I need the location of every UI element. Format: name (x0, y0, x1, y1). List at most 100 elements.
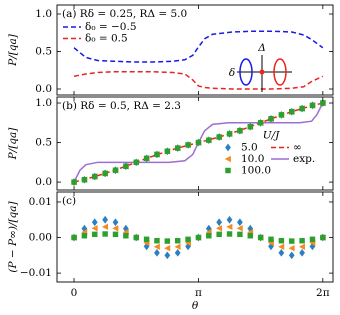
marker (215, 225, 223, 232)
marker (92, 173, 98, 180)
marker (174, 243, 181, 250)
marker (164, 245, 171, 252)
marker (112, 167, 119, 173)
marker (102, 231, 108, 237)
marker (216, 218, 223, 227)
inset-label: δ (229, 67, 235, 79)
marker (237, 218, 243, 227)
y-axis-label: P/[qa] (7, 127, 19, 161)
marker (226, 131, 233, 137)
marker (102, 170, 108, 177)
marker (91, 225, 98, 232)
y-axis-label: P/[qa] (7, 33, 19, 67)
legend-label: exp. (293, 153, 315, 165)
axes-frame (56, 96, 334, 191)
marker (174, 248, 181, 257)
marker (257, 120, 264, 126)
y-tick-label: 0.5 (35, 137, 52, 149)
marker (154, 238, 160, 244)
marker (164, 148, 171, 154)
marker (309, 236, 316, 243)
marker (81, 176, 88, 183)
marker (133, 234, 139, 241)
inset-center (259, 69, 265, 75)
marker (247, 124, 253, 130)
marker (112, 218, 119, 227)
y-tick-label: 0.0 (35, 83, 52, 95)
marker (71, 234, 77, 241)
marker (278, 248, 285, 257)
marker (164, 238, 171, 244)
panel: 0.0 0.5 1.0 P/[qa] (b) Rδ = 0.5, RΔ = 2.3 U/J… (7, 96, 334, 191)
series-line (73, 30, 324, 63)
inset-label: Δ (257, 42, 266, 54)
legend-marker (224, 155, 231, 163)
marker (81, 233, 88, 239)
y-tick-label: 0.00 (29, 232, 52, 244)
marker (112, 231, 119, 238)
marker (237, 231, 243, 238)
inset-ellipse (239, 58, 253, 86)
legend-label: ∞ (293, 142, 302, 154)
marker (71, 179, 77, 185)
panel: 0.00.51.0P/[qa](a) Rδ = 0.25, RΔ = 5.0δ₀… (7, 4, 334, 96)
y-tick-label: 1.0 (35, 97, 52, 109)
marker (216, 134, 222, 140)
marker (299, 248, 305, 257)
marker (206, 233, 212, 239)
marker (174, 145, 181, 151)
panel: −0.01 0.00 0.01 0 π 2π (P − P∞)/[qa] θ (c) (7, 191, 334, 312)
marker (226, 231, 233, 237)
marker (195, 139, 202, 146)
marker (247, 233, 253, 239)
marker (143, 155, 150, 162)
marker (236, 225, 243, 232)
y-tick-label: 0.5 (35, 46, 52, 58)
marker (91, 218, 98, 227)
legend-label: δ₀ = 0.5 (85, 33, 128, 45)
y-tick-label: −0.01 (20, 267, 52, 279)
marker (237, 127, 243, 134)
marker (154, 151, 160, 158)
inset-diagram: Δ δ (229, 42, 292, 92)
marker (268, 236, 274, 243)
marker (185, 236, 191, 243)
marker (92, 231, 98, 238)
inset-ellipse (273, 58, 287, 86)
marker (195, 234, 202, 241)
marker (320, 100, 326, 106)
marker (133, 159, 139, 166)
marker (206, 137, 212, 143)
panel-annotation: (b) Rδ = 0.5, RΔ = 2.3 (62, 100, 181, 112)
marker (101, 223, 109, 231)
marker (112, 225, 119, 232)
marker (216, 231, 222, 238)
marker (288, 245, 295, 252)
series-line (73, 71, 324, 90)
marker (299, 238, 305, 244)
axes-frame (56, 191, 334, 283)
x-tick-label: π (195, 287, 202, 299)
marker (123, 163, 129, 169)
legend-marker (225, 167, 231, 174)
marker (164, 251, 171, 260)
marker (257, 234, 264, 241)
marker (289, 238, 295, 244)
marker (123, 233, 129, 239)
marker (143, 236, 150, 243)
legend-label: δ₀ = −0.5 (85, 21, 137, 33)
marker (320, 234, 326, 241)
legend-label: 10.0 (241, 153, 264, 165)
legend-title: U/J (263, 130, 280, 142)
marker (289, 108, 295, 115)
y-tick-label: 0.01 (29, 196, 52, 208)
legend-label: 5.0 (241, 142, 258, 154)
marker (226, 215, 233, 224)
y-axis-label: (P − P∞)/[qa] (7, 200, 19, 272)
x-axis-label: θ (192, 300, 199, 312)
legend-marker (225, 143, 231, 152)
marker (154, 248, 160, 257)
marker (185, 142, 191, 148)
marker (309, 102, 316, 109)
